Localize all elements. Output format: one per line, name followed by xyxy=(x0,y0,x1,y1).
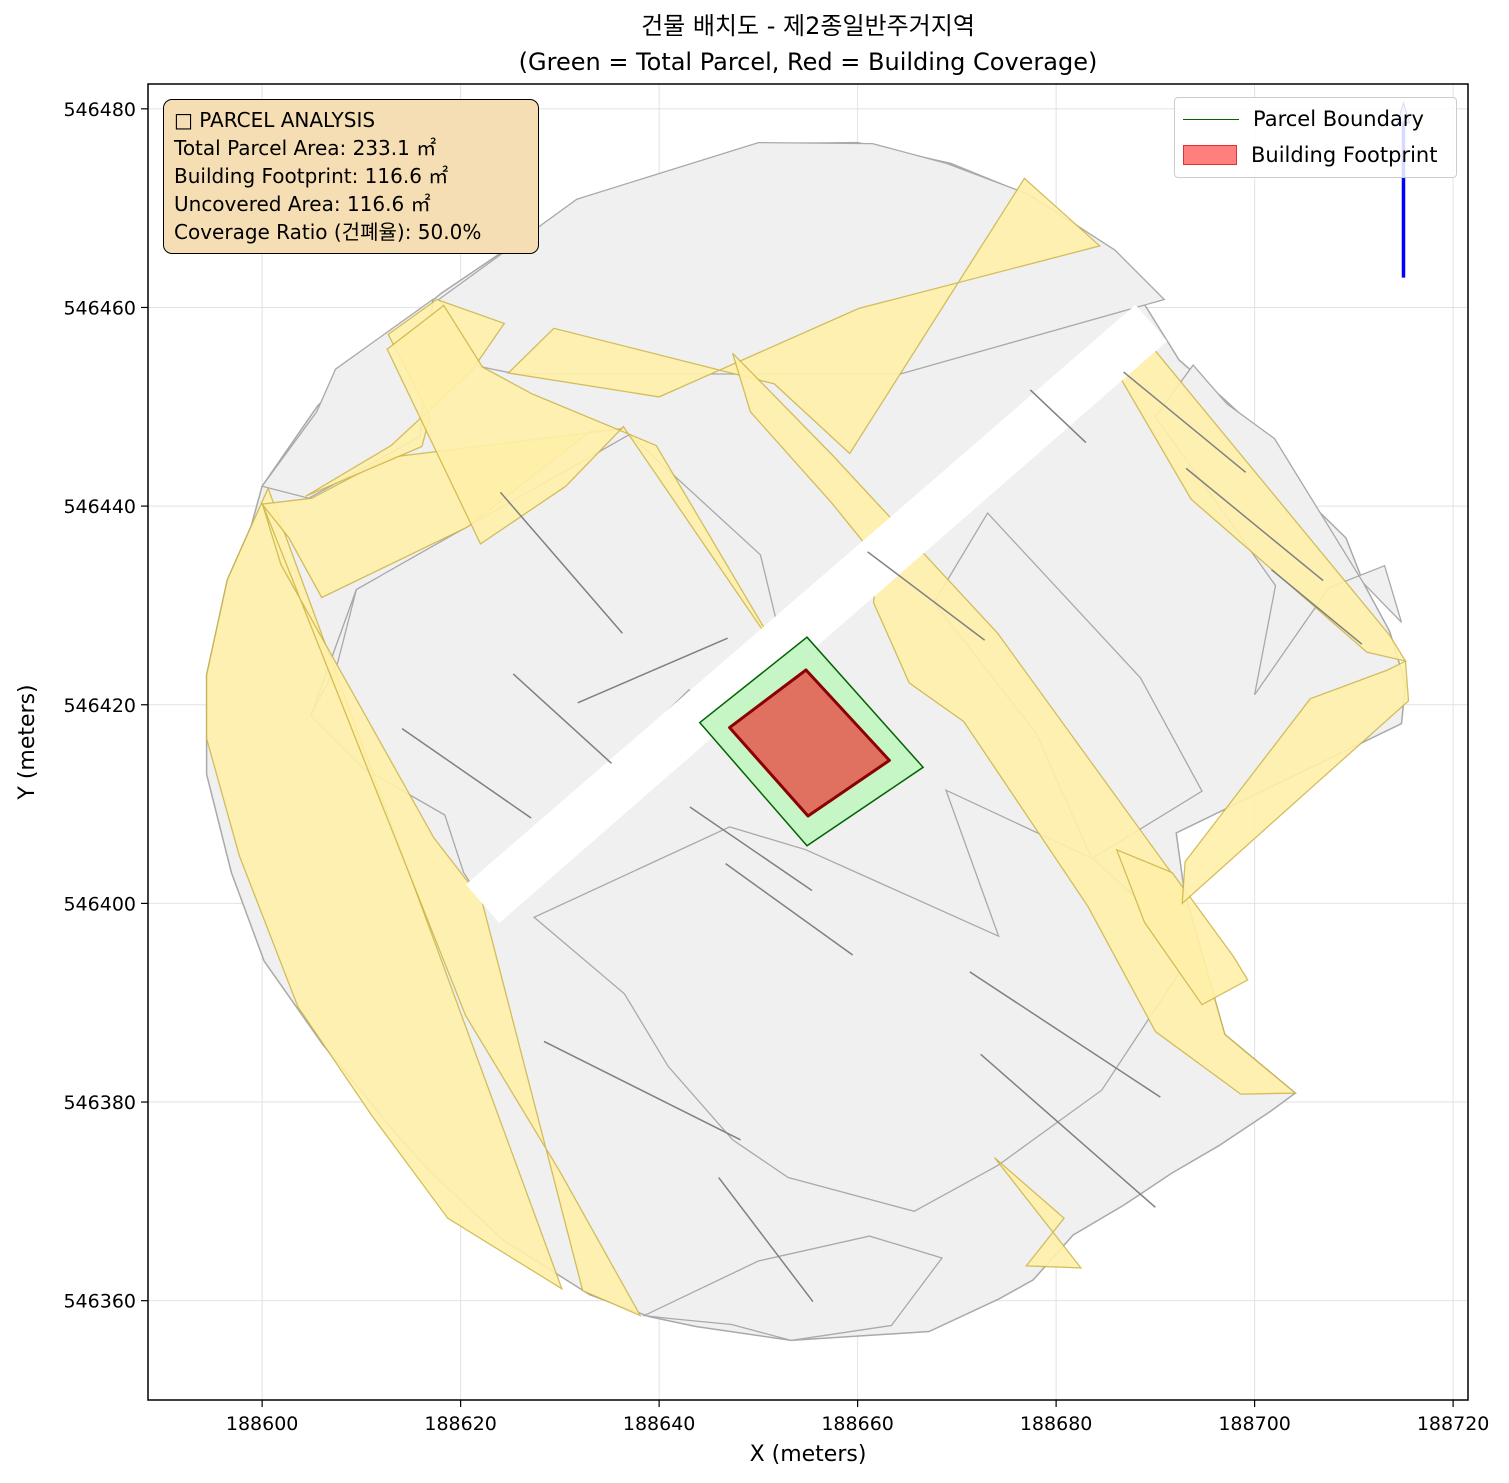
x-tick-label-4: 188680 xyxy=(1020,1413,1093,1435)
legend: Parcel Boundary Building Footprint xyxy=(1174,97,1457,178)
road-4 xyxy=(386,304,784,661)
x-tick-label-3: 188660 xyxy=(821,1413,894,1435)
chart-subtitle: (Green = Total Parcel, Red = Building Co… xyxy=(519,48,1098,76)
x-tick-label-2: 188640 xyxy=(623,1413,696,1435)
building-footprint xyxy=(728,668,891,818)
parcel-analysis-box: □ PARCEL ANALYSIS Total Parcel Area: 233… xyxy=(163,99,539,254)
legend-item-parcel-boundary: Parcel Boundary xyxy=(1183,104,1424,134)
info-uncovered-area: Uncovered Area: 116.6 ㎡ xyxy=(174,192,431,216)
corridor-polygon xyxy=(465,304,1168,924)
legend-line-swatch xyxy=(1183,118,1239,120)
lot-line-12 xyxy=(1123,371,1247,473)
lot-line-8 xyxy=(980,1053,1156,1208)
lot-line-10 xyxy=(867,551,986,641)
lot-line-4 xyxy=(689,806,813,892)
x-tick-label-0: 188600 xyxy=(226,1413,299,1435)
lot-line-11 xyxy=(1029,389,1087,444)
lot-lines xyxy=(401,371,1363,1303)
lot-line-6 xyxy=(543,1040,741,1141)
building-polygon xyxy=(728,668,891,818)
y-axis-label: Y (meters) xyxy=(15,684,40,800)
lot-line-0 xyxy=(577,637,728,704)
x-tick-label-1: 188620 xyxy=(424,1413,497,1435)
y-ticks: 546360 546380 546400 546420 546440 546460 5464… xyxy=(63,99,148,1313)
legend-patch-swatch xyxy=(1183,145,1237,165)
info-heading: □ PARCEL ANALYSIS xyxy=(174,108,376,132)
road-0 xyxy=(205,486,564,1291)
lot-line-7 xyxy=(718,1177,814,1303)
road-8 xyxy=(1181,660,1410,905)
chart-title: 건물 배치도 - 제2종일반주거지역 xyxy=(641,12,975,40)
lot-line-5 xyxy=(725,863,854,956)
legend-label-building-footprint: Building Footprint xyxy=(1251,143,1438,167)
y-tick-label-1: 546380 xyxy=(63,1092,136,1114)
y-tick-label-2: 546400 xyxy=(63,893,136,915)
x-axis-label: X (meters) xyxy=(750,1442,867,1467)
lot-line-9 xyxy=(969,971,1161,1098)
lot-line-13 xyxy=(1185,467,1324,582)
y-tick-label-3: 546420 xyxy=(63,695,136,717)
block-6 xyxy=(532,788,1195,1212)
road-1 xyxy=(261,502,642,1317)
lot-line-1 xyxy=(512,673,612,764)
white-corridor xyxy=(465,304,1168,924)
lot-line-14 xyxy=(1271,569,1363,645)
y-tick-label-0: 546360 xyxy=(63,1291,136,1313)
lot-line-2 xyxy=(401,727,532,819)
block-0 xyxy=(641,1235,944,1342)
legend-item-building-footprint: Building Footprint xyxy=(1183,140,1437,170)
y-tick-label-6: 546480 xyxy=(63,99,136,121)
road-5 xyxy=(506,177,1102,455)
legend-label-parcel-boundary: Parcel Boundary xyxy=(1253,107,1424,131)
lot-line-3 xyxy=(499,491,623,634)
x-ticks: 188600 188620 188640 188660 188680 188700 1887… xyxy=(226,1400,1490,1435)
y-tick-label-5: 546460 xyxy=(63,297,136,319)
info-total-parcel-area: Total Parcel Area: 233.1 ㎡ xyxy=(174,136,437,160)
axes-frame xyxy=(147,83,1469,1401)
info-building-footprint: Building Footprint: 116.6 ㎡ xyxy=(174,164,449,188)
x-tick-label-6: 188720 xyxy=(1417,1413,1490,1435)
y-tick-label-4: 546440 xyxy=(63,496,136,518)
x-tick-label-5: 188700 xyxy=(1218,1413,1291,1435)
road-10 xyxy=(994,1157,1083,1269)
road-7 xyxy=(1115,848,1249,1006)
info-coverage-ratio: Coverage Ratio (건폐율): 50.0% xyxy=(174,220,482,244)
